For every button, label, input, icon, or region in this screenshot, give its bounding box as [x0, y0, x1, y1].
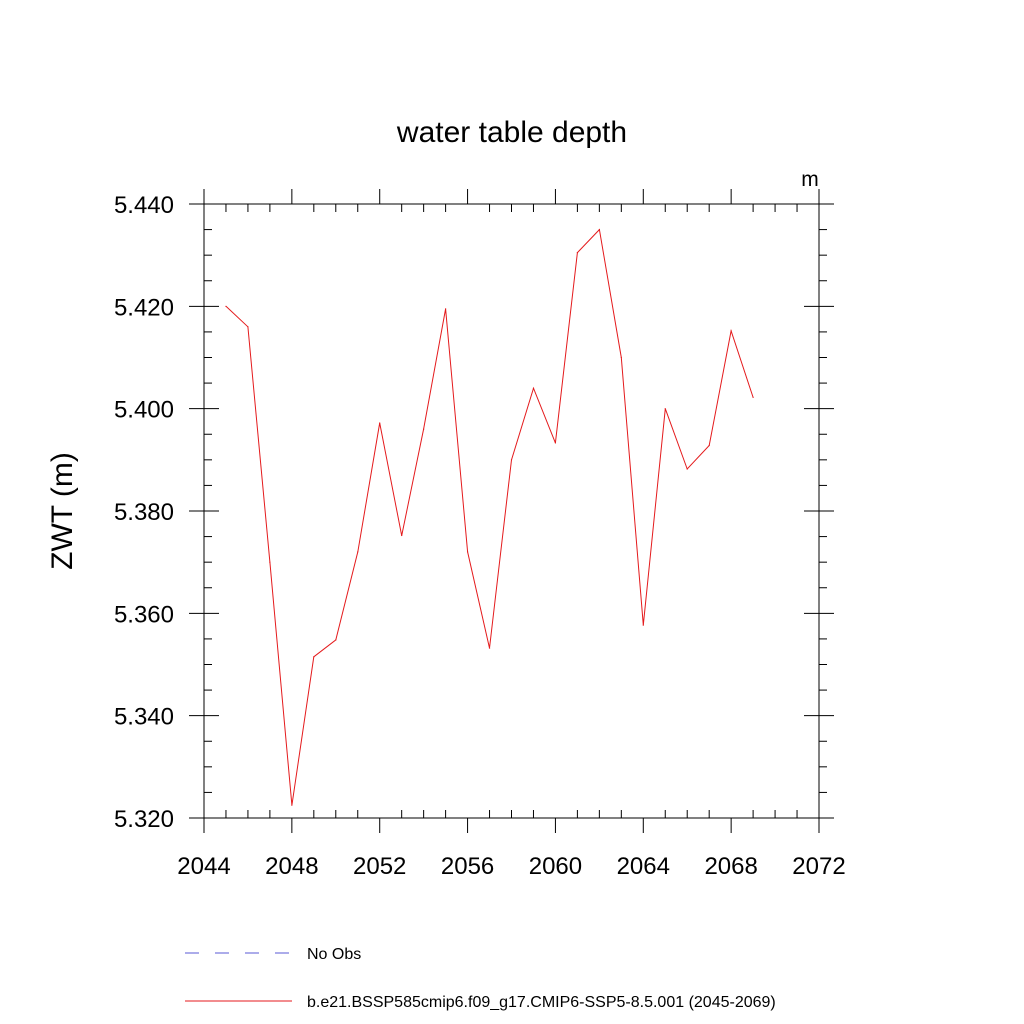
data-point: [269, 561, 271, 563]
x-tick-label: 2056: [441, 853, 494, 880]
tick-labels: 2044 2048 2052 2056 2060 2064 2068 2072 5.320 5.3…: [114, 192, 846, 880]
x-tick-label: 2048: [265, 853, 318, 880]
data-point: [598, 228, 600, 231]
data-point: [488, 647, 491, 649]
x-tick-label: 2044: [177, 853, 230, 880]
x-tick-label: 2060: [529, 853, 582, 880]
data-point: [225, 305, 227, 307]
data-point: [466, 551, 469, 553]
data-point: [401, 534, 403, 537]
data-point: [554, 442, 557, 444]
data-point: [423, 428, 425, 430]
data-point: [532, 387, 535, 389]
data-point: [379, 422, 381, 424]
y-tick-label: 5.440: [114, 192, 174, 219]
y-tick-label: 5.380: [114, 499, 174, 526]
plot-frame: [203, 203, 820, 819]
units-label: m: [801, 168, 819, 191]
y-tick-label: 5.420: [114, 294, 174, 321]
data-point: [642, 624, 644, 626]
data-point: [708, 444, 710, 447]
data-point: [730, 330, 732, 332]
data-point: [620, 356, 622, 359]
data-point: [313, 656, 315, 658]
series-group: [225, 228, 754, 806]
legend-label-no-obs: No Obs: [307, 946, 361, 963]
y-tick-label: 5.400: [114, 397, 174, 424]
y-tick-label: 5.360: [114, 601, 174, 628]
chart-title: water table depth: [396, 116, 627, 149]
x-tick-label: 2064: [617, 853, 670, 880]
y-tick-label: 5.340: [114, 704, 174, 731]
data-point: [664, 408, 666, 410]
data-point: [357, 551, 359, 553]
x-tick-label: 2052: [353, 853, 406, 880]
data-point: [291, 804, 293, 806]
series-line: [225, 228, 754, 806]
axis-ticks: [189, 189, 834, 833]
data-point: [510, 459, 513, 461]
data-point: [752, 396, 754, 399]
data-point: [576, 252, 578, 254]
data-point: [247, 326, 249, 328]
legend-label-model-run: b.e21.BSSP585cmip6.f09_g17.CMIP6-SSP5-8.…: [307, 994, 776, 1011]
data-point: [445, 308, 447, 310]
y-tick-label: 5.320: [114, 806, 174, 833]
data-point: [335, 639, 337, 641]
data-point: [686, 468, 688, 470]
x-tick-label: 2072: [792, 853, 845, 880]
x-tick-label: 2068: [704, 853, 757, 880]
legend: No Obs b.e21.BSSP585cmip6.f09_g17.CMIP6-…: [185, 946, 776, 1011]
y-axis-label: ZWT (m): [46, 452, 79, 570]
